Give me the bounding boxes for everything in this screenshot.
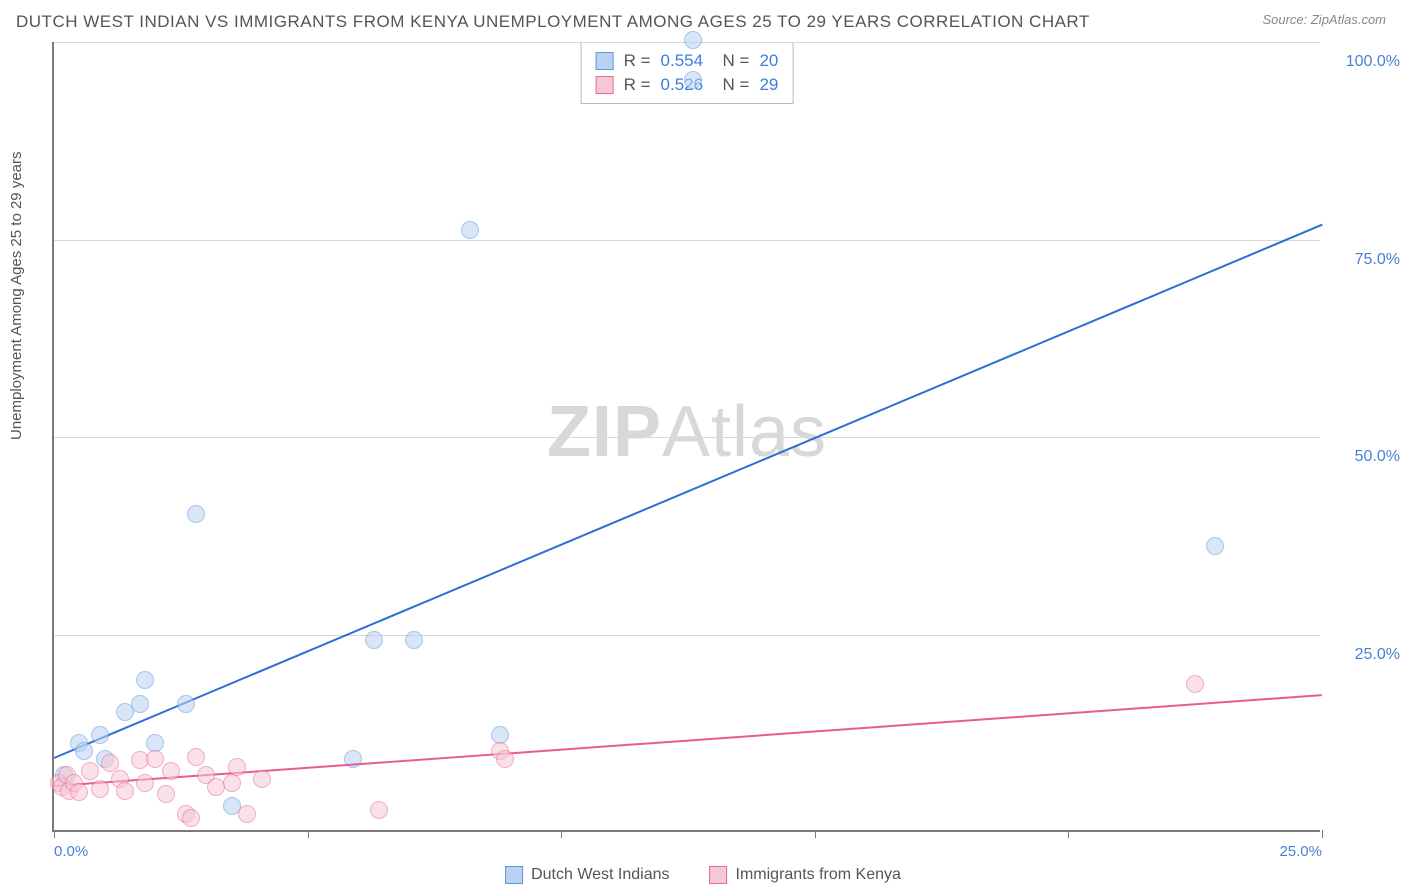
data-point [253, 770, 271, 788]
chart-legend: Dutch West Indians Immigrants from Kenya [505, 866, 901, 884]
x-tick [1068, 830, 1069, 838]
data-point [70, 783, 88, 801]
x-tick [54, 830, 55, 838]
data-point [461, 221, 479, 239]
data-point [91, 780, 109, 798]
data-point [238, 805, 256, 823]
data-point [136, 671, 154, 689]
stat-n-label: N = [713, 49, 749, 73]
watermark-rest: Atlas [662, 392, 827, 472]
legend-label: Immigrants from Kenya [736, 866, 901, 884]
x-tick [561, 830, 562, 838]
data-point [365, 631, 383, 649]
watermark: ZIPAtlas [547, 391, 827, 473]
stats-row: R = 0.554 N = 20 [596, 49, 779, 73]
data-point [1186, 675, 1204, 693]
legend-swatch [710, 866, 728, 884]
data-point [223, 774, 241, 792]
source-attribution: Source: ZipAtlas.com [1262, 12, 1386, 27]
x-tick [815, 830, 816, 838]
data-point [177, 695, 195, 713]
legend-swatch [596, 52, 614, 70]
data-point [116, 782, 134, 800]
data-point [496, 750, 514, 768]
plot-area: ZIPAtlas R = 0.554 N = 20R = 0.526 N = 2… [52, 42, 1320, 832]
stat-n-value: 20 [759, 49, 778, 73]
data-point [75, 742, 93, 760]
data-point [157, 785, 175, 803]
data-point [228, 758, 246, 776]
legend-label: Dutch West Indians [531, 866, 669, 884]
data-point [91, 726, 109, 744]
chart-title: DUTCH WEST INDIAN VS IMMIGRANTS FROM KEN… [16, 12, 1090, 32]
y-tick-label: 100.0% [1346, 53, 1400, 71]
y-tick-label: 75.0% [1355, 251, 1400, 269]
stat-n-label: N = [713, 73, 749, 97]
y-tick-label: 25.0% [1355, 646, 1400, 664]
stat-n-value: 29 [759, 73, 778, 97]
x-tick [1322, 830, 1323, 838]
stat-r-label: R = [624, 49, 651, 73]
data-point [187, 748, 205, 766]
data-point [684, 31, 702, 49]
data-point [187, 505, 205, 523]
data-point [81, 762, 99, 780]
y-axis-label: Unemployment Among Ages 25 to 29 years [8, 151, 25, 440]
y-tick-label: 50.0% [1355, 448, 1400, 466]
legend-item: Dutch West Indians [505, 866, 669, 884]
data-point [131, 695, 149, 713]
gridline [54, 240, 1320, 241]
x-tick-label: 0.0% [54, 843, 88, 860]
trend-line [54, 224, 1323, 759]
stat-r-label: R = [624, 73, 651, 97]
data-point [405, 631, 423, 649]
watermark-bold: ZIP [547, 392, 662, 472]
data-point [146, 750, 164, 768]
data-point [136, 774, 154, 792]
data-point [182, 809, 200, 827]
x-tick-label: 25.0% [1279, 843, 1322, 860]
data-point [1206, 537, 1224, 555]
stat-r-value: 0.554 [661, 49, 704, 73]
legend-swatch [505, 866, 523, 884]
data-point [370, 801, 388, 819]
legend-item: Immigrants from Kenya [710, 866, 901, 884]
trend-line [54, 694, 1322, 787]
legend-swatch [596, 76, 614, 94]
x-tick [308, 830, 309, 838]
gridline [54, 437, 1320, 438]
data-point [684, 71, 702, 89]
gridline [54, 635, 1320, 636]
data-point [162, 762, 180, 780]
